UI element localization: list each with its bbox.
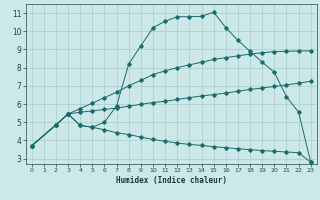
X-axis label: Humidex (Indice chaleur): Humidex (Indice chaleur) xyxy=(116,176,227,185)
